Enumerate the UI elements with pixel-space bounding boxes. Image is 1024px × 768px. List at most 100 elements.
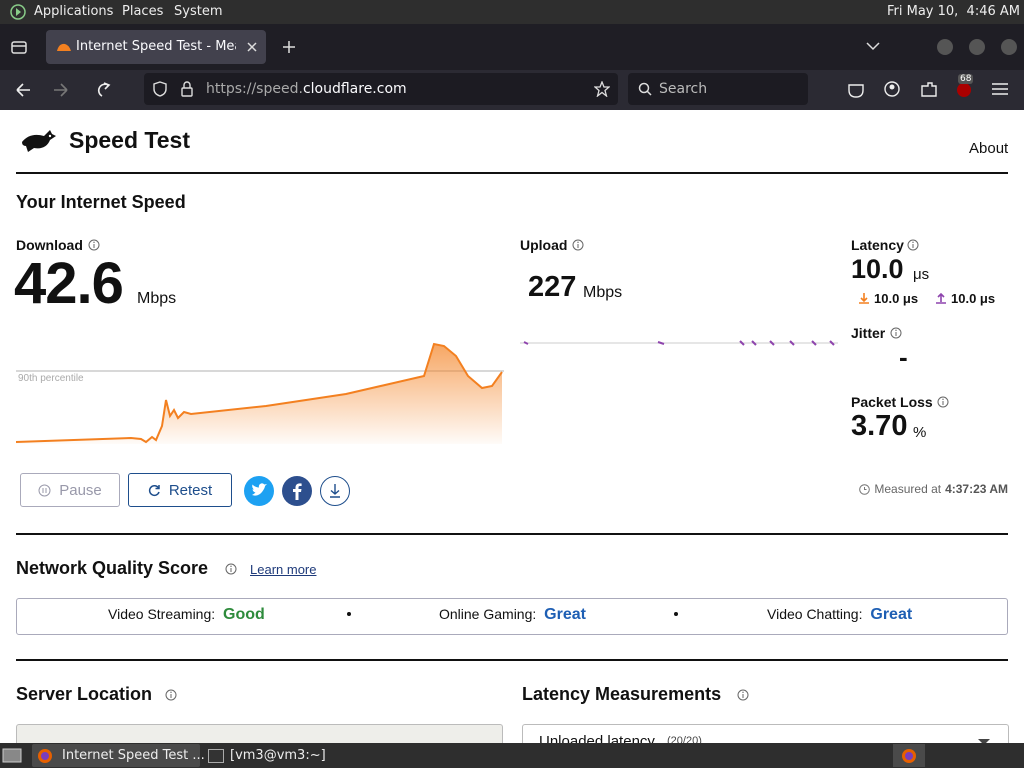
divider: [16, 533, 1008, 535]
quality-value: Good: [223, 606, 265, 623]
download-latency-icon: [859, 293, 869, 304]
task-label: Internet Speed Test ...: [62, 748, 205, 763]
url-prefix: https://speed.: [206, 81, 303, 97]
share-buttons[interactable]: [243, 475, 353, 507]
latency-select-label: Unloaded latency: [539, 733, 655, 744]
system-bar: Applications Places System Fri May 10, 4…: [0, 0, 1024, 24]
info-icon[interactable]: [165, 689, 177, 701]
quality-value: Great: [870, 606, 913, 623]
packet-loss-label: Packet Loss: [851, 394, 933, 410]
upload-unit: Mbps: [583, 284, 623, 301]
bookmark-star[interactable]: [594, 81, 610, 97]
pause-icon: [38, 484, 51, 496]
upload-latency-icon: [936, 292, 946, 304]
nav-buttons[interactable]: [14, 82, 124, 98]
search-bar[interactable]: Search: [628, 73, 808, 105]
firefox-icon: [902, 749, 916, 763]
site-logo[interactable]: [20, 128, 58, 154]
separator-dot: [674, 612, 678, 616]
url-security-icons: [153, 81, 193, 97]
site-title[interactable]: Speed Test: [69, 127, 190, 153]
download-value: 42.6: [14, 251, 124, 316]
task-firefox[interactable]: Internet Speed Test ...: [32, 744, 205, 767]
tab-close[interactable]: [246, 41, 258, 53]
taskbar: Internet Speed Test ... [vm3@vm3:~]: [0, 743, 1024, 768]
pause-label: Pause: [59, 481, 102, 499]
tab-title: Internet Speed Test - Measu: [76, 39, 236, 54]
info-icon[interactable]: [225, 563, 237, 575]
window-controls[interactable]: [934, 36, 1020, 58]
tab-overview-button[interactable]: [10, 39, 28, 55]
url-bar[interactable]: https://speed.cloudflare.com: [144, 73, 618, 105]
measured-at: Measured at 4:37:23 AM: [859, 482, 1008, 496]
latency-up: 10.0 μs: [951, 291, 996, 306]
latency-select-count: (20/20): [667, 735, 702, 744]
percentile-label: 90th percentile: [18, 373, 84, 384]
info-icon[interactable]: [572, 239, 584, 251]
section-title: Your Internet Speed: [16, 192, 186, 212]
divider: [16, 659, 1008, 661]
retest-label: Retest: [168, 481, 213, 499]
show-desktop[interactable]: [2, 747, 22, 764]
retest-icon: [148, 484, 160, 496]
quality-item: Video Chatting: Great: [767, 606, 912, 624]
quality-item: Online Gaming: Great: [439, 606, 586, 624]
server-location-title: Server Location: [16, 684, 153, 704]
toolbar-icons[interactable]: [846, 80, 1010, 100]
jitter-value: -: [899, 342, 908, 372]
upload-graph: [520, 340, 838, 346]
search-icon: [638, 82, 652, 96]
info-icon[interactable]: [937, 396, 949, 408]
task-terminal[interactable]: [vm3@vm3:~]: [204, 744, 372, 767]
latency-value: 10.0: [851, 254, 904, 284]
quality-item: Video Streaming: Good: [108, 606, 265, 624]
measured-label: Measured at: [874, 482, 942, 496]
nav-about[interactable]: About: [969, 140, 1009, 157]
menu-applications[interactable]: Applications: [34, 4, 114, 19]
url: https://speed.cloudflare.com: [206, 81, 407, 97]
download-graph: [16, 342, 504, 444]
download-unit: Mbps: [137, 290, 177, 307]
clock-icon: [859, 483, 871, 495]
quality-value: Great: [544, 606, 586, 623]
pause-button[interactable]: Pause: [20, 473, 120, 507]
terminal-icon: [208, 749, 224, 763]
workspace-switcher[interactable]: [893, 744, 925, 767]
search-placeholder: Search: [659, 81, 708, 97]
retest-button[interactable]: Retest: [128, 473, 232, 507]
packet-loss-value: 3.70: [851, 410, 908, 442]
latency-measurements-title: Latency Measurements: [522, 684, 722, 704]
menu-places[interactable]: Places: [122, 4, 164, 19]
info-icon[interactable]: [88, 239, 100, 251]
nav-bar: https://speed.cloudflare.com Search 68: [0, 70, 1024, 110]
info-icon[interactable]: [907, 239, 919, 251]
info-icon[interactable]: [737, 689, 749, 701]
server-map[interactable]: [16, 724, 503, 744]
active-tab[interactable]: Internet Speed Test - Measu: [46, 30, 266, 64]
download-label: Download: [16, 237, 83, 253]
measured-time: 4:37:23 AM: [945, 482, 1008, 496]
quality-label: Video Streaming:: [108, 606, 216, 622]
menu-system[interactable]: System: [174, 4, 223, 19]
latency-label: Latency: [851, 237, 904, 253]
quality-label: Online Gaming:: [439, 606, 537, 622]
learn-more-link[interactable]: Learn more: [250, 562, 317, 577]
tab-list-button[interactable]: [866, 41, 880, 51]
clock: Fri May 10, 4:46 AM: [886, 4, 1020, 19]
upload-label: Upload: [520, 237, 568, 253]
quality-label: Video Chatting:: [767, 606, 863, 622]
tab-favicon: [57, 43, 71, 51]
firefox-icon: [38, 749, 52, 763]
latency-select[interactable]: Unloaded latency (20/20): [522, 724, 1009, 744]
task-label: [vm3@vm3:~]: [230, 748, 326, 763]
upload-value: 227: [528, 271, 577, 303]
info-icon[interactable]: [890, 327, 902, 339]
divider: [16, 172, 1008, 174]
network-quality-title: Network Quality Score: [16, 558, 209, 578]
latency-down: 10.0 μs: [874, 291, 919, 306]
new-tab-button[interactable]: [282, 40, 296, 54]
separator-dot: [347, 612, 351, 616]
tab-bar: Internet Speed Test - Measu: [0, 24, 1024, 70]
